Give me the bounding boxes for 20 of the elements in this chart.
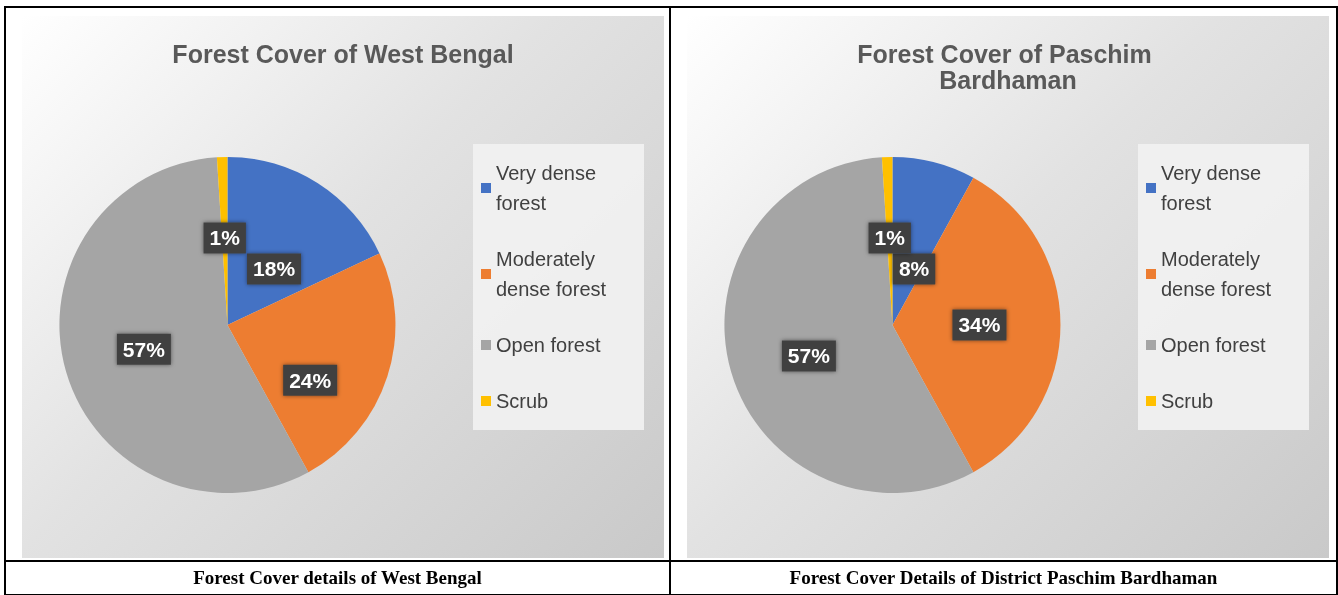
data-label: 24% — [289, 368, 332, 392]
data-label: 34% — [958, 313, 1001, 337]
text: Forest Cover details of West Bengal — [6, 560, 669, 595]
legend-label: Open forest — [496, 334, 601, 356]
text: Forest Cover Details of District Paschim Bardhaman — [671, 560, 1336, 595]
legend-label: Very dense forest — [496, 162, 602, 214]
data-label: 8% — [898, 257, 930, 281]
legend-label: Very dense forest — [1161, 162, 1267, 214]
data-label: 1% — [209, 226, 241, 250]
chart-title: Forest Cover of West Bengal — [172, 40, 514, 68]
data-label: 18% — [253, 257, 296, 281]
chart-title: Forest Cover of Paschim Bardhaman — [857, 40, 1159, 94]
legend-label: Scrub — [496, 390, 549, 412]
legend-label: Scrub — [1161, 390, 1214, 412]
data-label: 57% — [122, 337, 166, 361]
legend-label: Moderately dense forest — [1161, 248, 1272, 300]
data-label: 1% — [874, 226, 906, 250]
legend-label: Open forest — [1161, 334, 1266, 356]
legend-label: Moderately dense forest — [496, 248, 607, 300]
data-label: 57% — [787, 344, 831, 368]
